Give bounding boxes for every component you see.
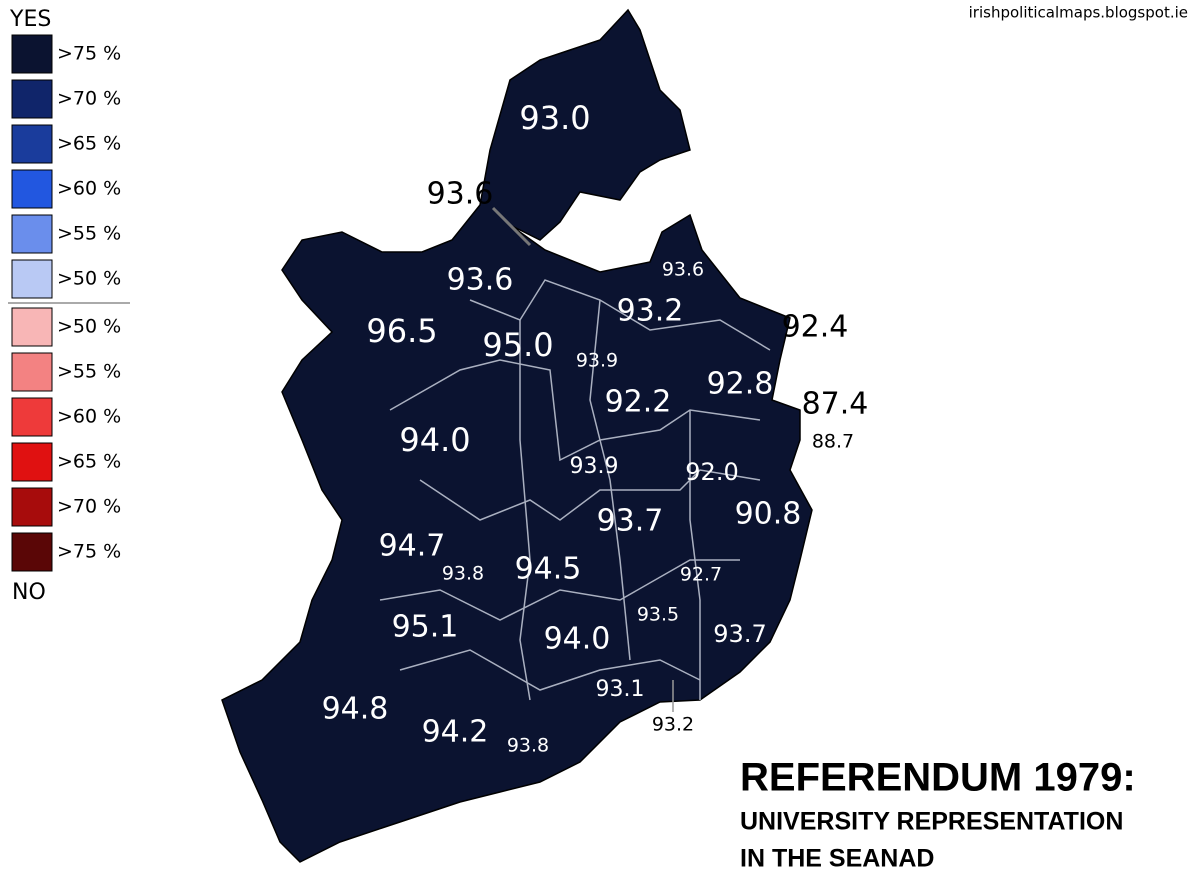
region-value: 93.7 [597, 504, 664, 539]
region-value: 92.0 [685, 458, 738, 486]
region-value: 94.0 [399, 421, 470, 459]
region-value: 96.5 [366, 312, 437, 350]
legend-label: >65 % [57, 451, 121, 473]
title: REFERENDUM 1979: [740, 756, 1136, 800]
legend-swatch [11, 79, 53, 119]
legend-swatch [11, 169, 53, 209]
region-value: 94.2 [422, 715, 489, 750]
legend-yes: YES [9, 7, 51, 32]
region-value: 95.1 [392, 610, 459, 645]
region-value: 93.7 [713, 620, 766, 648]
legend-swatch [11, 307, 53, 347]
island-shape [221, 8, 813, 863]
region-value: 93.0 [519, 99, 590, 137]
region-value: 87.4 [802, 387, 869, 422]
subtitle: UNIVERSITY REPRESENTATION [740, 808, 1123, 836]
region-value: 93.8 [442, 563, 484, 585]
border [589, 299, 631, 661]
legend-label: >75 % [57, 541, 121, 563]
legend-label: >55 % [57, 223, 121, 245]
border [399, 649, 701, 691]
region-value: 93.8 [507, 735, 549, 757]
legend-swatch [11, 34, 53, 74]
legend-no: NO [12, 580, 46, 605]
region-value: 93.6 [427, 177, 494, 212]
legend-label: >75 % [57, 43, 121, 65]
border [689, 410, 701, 700]
source: irishpoliticalmaps.blogspot.ie [969, 4, 1188, 22]
legend-swatch [11, 352, 53, 392]
legend-swatch [11, 214, 53, 254]
legend-swatch [11, 397, 53, 437]
border [519, 320, 531, 701]
border [389, 359, 761, 462]
legend-swatch [11, 487, 53, 527]
region-value: 94.0 [544, 622, 611, 657]
region-value: 92.7 [680, 564, 722, 586]
region-value: 94.8 [322, 692, 389, 727]
legend-swatch [11, 532, 53, 572]
legend-swatch [11, 259, 53, 299]
region-value: 94.5 [515, 552, 582, 587]
region-value: 92.2 [605, 385, 672, 420]
region-value: 93.9 [570, 454, 619, 479]
border [419, 469, 761, 521]
region-value: 93.9 [576, 350, 618, 372]
region-value: 93.5 [637, 604, 679, 626]
legend-label: >60 % [57, 178, 121, 200]
region-value: 93.6 [447, 263, 514, 298]
legend-label: >60 % [57, 406, 121, 428]
border [379, 559, 740, 621]
region-value: 88.7 [812, 431, 854, 453]
region-value: 94.7 [379, 529, 446, 564]
legend-label: >70 % [57, 88, 121, 110]
region-value: 90.8 [735, 497, 802, 532]
region-value: 93.2 [617, 294, 684, 329]
county-borders [379, 279, 771, 701]
leader-line [491, 206, 532, 247]
region-value: 95.0 [482, 326, 553, 364]
region-value: 93.2 [652, 714, 694, 736]
legend-label: >55 % [57, 361, 121, 383]
region-value: 93.1 [596, 677, 645, 702]
legend-label: >50 % [57, 316, 121, 338]
legend-label: >65 % [57, 133, 121, 155]
legend-swatch [11, 124, 53, 164]
region-value: 93.6 [662, 259, 704, 281]
legend-label: >70 % [57, 496, 121, 518]
region-value: 92.8 [707, 367, 774, 402]
subtitle: IN THE SEANAD [740, 845, 934, 873]
region-value: 92.4 [782, 310, 849, 345]
legend-swatch [11, 442, 53, 482]
legend-label: >50 % [57, 268, 121, 290]
